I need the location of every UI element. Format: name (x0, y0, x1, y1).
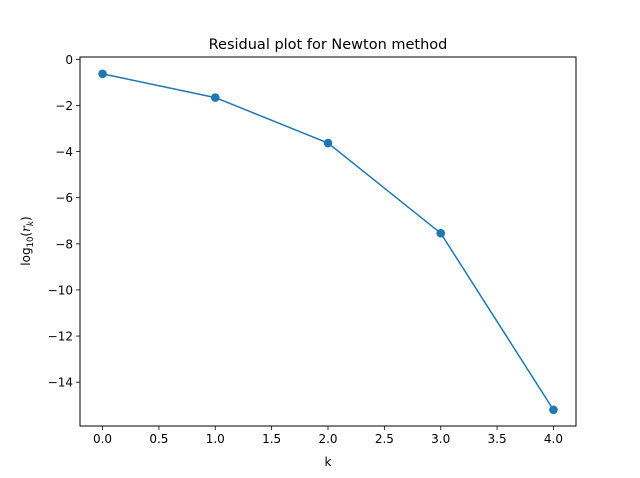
y-axis-label-sub: k (26, 221, 36, 226)
y-tick-label: −4 (55, 145, 73, 159)
y-axis-label-var: r (19, 225, 33, 232)
x-tick-label: 3.5 (488, 432, 507, 446)
x-tick-label: 0.5 (149, 432, 168, 446)
x-tick-label: 2.0 (318, 432, 337, 446)
series-layer (98, 69, 558, 415)
chart-title: Residual plot for Newton method (209, 37, 448, 53)
x-tick-label: 1.0 (206, 432, 225, 446)
x-axis-ticks: 0.0 0.5 1.0 1.5 2.0 2.5 3.0 3.5 4.0 (93, 426, 563, 446)
x-tick-label: 1.5 (262, 432, 281, 446)
y-tick-label: −8 (55, 237, 73, 251)
plot-frame (79, 56, 577, 427)
y-tick-label: −2 (55, 99, 73, 113)
y-tick-label: −6 (55, 191, 73, 205)
y-axis-label-open: ( (19, 232, 33, 237)
y-axis-label-close: ) (19, 216, 33, 221)
data-point (210, 93, 220, 102)
y-tick-label: −10 (48, 283, 73, 297)
x-tick-label: 3.0 (431, 432, 450, 446)
data-point (549, 405, 558, 415)
data-point (323, 138, 333, 148)
x-tick-label: 2.5 (375, 432, 394, 446)
data-point (436, 228, 446, 238)
data-point (98, 69, 107, 79)
y-tick-label: −12 (48, 330, 73, 344)
y-tick-label: −14 (48, 376, 73, 390)
y-axis-label-prefix: log (19, 247, 33, 265)
y-axis-label-base: 10 (26, 237, 36, 248)
x-tick-label: 4.0 (544, 432, 563, 446)
y-axis-label: log10(rk) (19, 216, 36, 265)
x-axis-label: k (325, 455, 332, 469)
y-axis-ticks: 0 −2 −4 −6 −8 −10 −12 −14 (48, 53, 80, 390)
x-tick-label: 0.0 (93, 432, 112, 446)
y-tick-label: 0 (65, 53, 73, 67)
